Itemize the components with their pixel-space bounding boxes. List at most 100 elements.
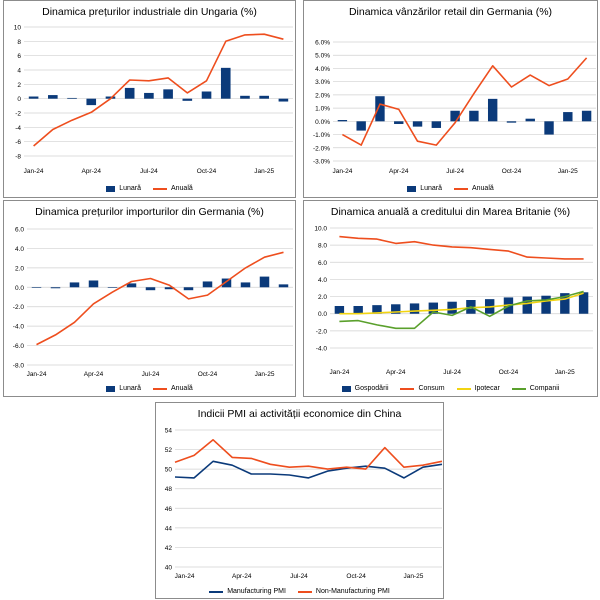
y-tick-label: -6 [15, 139, 21, 146]
x-tick-label: Jan-25 [555, 369, 575, 376]
y-tick-label: -3.0% [313, 159, 330, 166]
series-line [174, 438, 443, 470]
y-tick-label: 4.0% [315, 66, 330, 73]
bar [412, 121, 423, 127]
y-tick-label: -8 [15, 154, 21, 161]
series-line [342, 57, 588, 146]
legend-swatch [152, 187, 167, 190]
y-tick-label: 6.0% [315, 40, 330, 47]
bar [578, 292, 589, 314]
x-tick-label: Jul-24 [140, 168, 158, 175]
legend-swatch [297, 590, 312, 593]
x-tick-label: Apr-24 [84, 371, 104, 378]
legend-item: Lunară [106, 385, 141, 392]
series-line [339, 290, 584, 330]
bar [31, 287, 42, 288]
legend-item: Ipotecar [456, 385, 500, 392]
y-tick-label: -4.0 [13, 324, 25, 331]
bar [48, 95, 58, 99]
chart-legend: Manufacturing PMI Non-Manufacturing PMI [156, 588, 443, 596]
chart-panel-de-import: Dinamica prețurilor importurilor din Ger… [3, 200, 296, 397]
y-tick-label: 8.0 [318, 243, 327, 250]
x-tick-label: Oct-24 [346, 573, 366, 580]
x-tick-label: Oct-24 [198, 371, 218, 378]
legend-item: Anuală [453, 185, 494, 192]
bar [259, 95, 269, 99]
bar [107, 287, 118, 288]
bar [391, 304, 401, 314]
bar [221, 278, 232, 288]
legend-item: Gospodării [341, 385, 389, 392]
bar [563, 112, 573, 122]
legend-swatch [341, 385, 351, 392]
x-tick-label: Jan-25 [255, 371, 275, 378]
bar [447, 301, 457, 314]
x-tick-label: Jan-25 [254, 168, 274, 175]
x-tick-label: Jul-24 [443, 369, 461, 376]
y-tick-label: -4 [15, 125, 21, 132]
bar [126, 283, 137, 288]
y-tick-label: 1.0% [315, 106, 330, 113]
legend-item: Lunară [106, 185, 141, 192]
bar [164, 287, 175, 290]
y-tick-label: 2 [17, 82, 21, 89]
y-tick-label: 50 [165, 467, 173, 474]
y-tick-label: 3.0% [315, 79, 330, 86]
bar [560, 293, 570, 314]
bar [240, 282, 251, 288]
chart-title: Dinamica prețurilor importurilor din Ger… [35, 206, 264, 218]
y-tick-label: 4.0 [318, 277, 327, 284]
bar [375, 96, 385, 122]
x-tick-label: Oct-24 [499, 369, 519, 376]
legend-item: Anuală [152, 185, 193, 192]
y-tick-label: -6.0 [13, 343, 25, 350]
y-tick-label: 0 [17, 96, 21, 103]
y-tick-label: -1.0% [313, 132, 330, 139]
bar [337, 120, 348, 122]
bar [506, 121, 517, 123]
bar [278, 98, 289, 102]
chart-panel-uk-credit: Dinamica anuală a creditului din Marea B… [303, 200, 598, 397]
series-line [174, 460, 443, 479]
bar [67, 97, 77, 99]
legend-item: Consum [400, 385, 445, 392]
bar [372, 305, 382, 314]
legend-swatch [453, 187, 468, 190]
legend-item: Manufacturing PMI [209, 588, 286, 595]
bar [86, 98, 97, 106]
legend-item: Lunară [407, 185, 442, 192]
y-tick-label: 4 [17, 68, 21, 75]
y-tick-label: 6.0 [15, 227, 24, 234]
chart-panel-de-retail: Dinamica vânzărilor retail din Germania … [303, 0, 598, 198]
y-tick-label: 0.0 [318, 311, 327, 318]
chart-title: Indicii PMI ai activității economice din… [197, 408, 402, 420]
chart-plot: -4.0 -2.0 0.0 2.0 4.0 6.0 8.0 10.0 Jan-24 Apr-24 J… [314, 226, 593, 376]
x-tick-label: Jan-24 [24, 168, 44, 175]
x-tick-label: Jul-24 [142, 371, 160, 378]
y-tick-label: 54 [165, 428, 173, 435]
y-tick-label: 10 [14, 25, 22, 32]
bar [525, 118, 535, 122]
chart-plot: 40 42 44 46 48 50 52 54 Jan-24 Apr-24 Jul-24 Oct-24… [165, 428, 443, 580]
x-tick-label: Jul-24 [446, 168, 464, 175]
bar [522, 296, 532, 314]
x-tick-label: Oct-24 [197, 168, 217, 175]
y-tick-label: 2.0 [15, 265, 24, 272]
bar [50, 287, 61, 289]
bar [202, 281, 213, 288]
x-tick-label: Oct-24 [502, 168, 522, 175]
chart-legend: Lunară Anuală [4, 385, 295, 393]
chart-plot: -8 -6 -4 -2 0 2 4 6 8 10 Jan-24 Apr-24 Jul-24 Oct-24 J… [14, 25, 293, 175]
x-tick-label: Jan-24 [27, 371, 47, 378]
y-tick-label: 5.0% [315, 53, 330, 60]
y-tick-label: 0.0% [315, 119, 330, 126]
bar [183, 287, 194, 291]
chart-panel-hu-industrial: Dinamica prețurilor industriale din Unga… [3, 0, 296, 198]
legend-item: Anuală [152, 385, 193, 392]
bar [409, 303, 420, 314]
bar [28, 96, 39, 99]
x-tick-label: Apr-24 [386, 369, 406, 376]
bar [334, 306, 345, 314]
y-tick-label: -4.0 [316, 346, 328, 353]
x-tick-label: Apr-24 [389, 168, 409, 175]
